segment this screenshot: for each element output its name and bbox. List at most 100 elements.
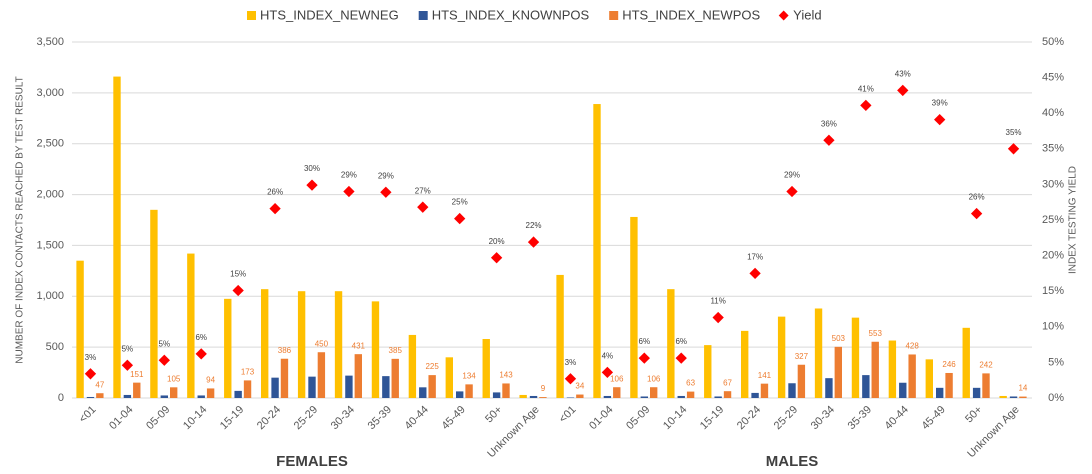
yield-marker bbox=[564, 373, 577, 385]
bar bbox=[788, 383, 796, 398]
yield-marker bbox=[749, 267, 761, 280]
bar bbox=[456, 391, 464, 398]
bar bbox=[86, 396, 95, 398]
x-tick-label: 35-39 bbox=[366, 404, 394, 432]
x-tick-label: 30-34 bbox=[809, 404, 837, 432]
y-tick-label: 2,500 bbox=[36, 138, 64, 150]
legend-label: HTS_INDEX_NEWPOS bbox=[622, 7, 760, 22]
value-label: 3% bbox=[85, 353, 97, 362]
yield-marker bbox=[454, 212, 466, 225]
value-label: 22% bbox=[526, 221, 542, 230]
x-tick-label: 50+ bbox=[963, 404, 985, 426]
bar bbox=[123, 394, 132, 398]
value-label: 26% bbox=[267, 188, 283, 197]
legend-label: HTS_INDEX_KNOWNPOS bbox=[432, 7, 590, 22]
legend-swatch bbox=[418, 11, 428, 20]
yield-marker bbox=[306, 179, 318, 191]
yield-marker bbox=[527, 236, 540, 248]
bar bbox=[862, 375, 870, 398]
x-tick-label: 25-29 bbox=[292, 404, 320, 432]
y-tick-label: 3,000 bbox=[36, 87, 64, 99]
value-label: 14 bbox=[1018, 384, 1027, 393]
yield-marker bbox=[343, 185, 355, 198]
bar bbox=[936, 387, 944, 398]
bar bbox=[243, 380, 252, 398]
bar bbox=[113, 76, 121, 398]
bar bbox=[797, 364, 806, 398]
bar bbox=[593, 104, 601, 398]
bar bbox=[297, 291, 306, 398]
bar bbox=[777, 316, 786, 398]
yield-marker bbox=[638, 352, 650, 364]
group-label: MALES bbox=[766, 453, 819, 470]
bar bbox=[334, 291, 343, 398]
bar bbox=[814, 308, 823, 398]
value-label: 242 bbox=[979, 360, 993, 369]
x-tick-label: <01 bbox=[557, 404, 579, 426]
y-tick-label: 0 bbox=[58, 392, 64, 404]
x-tick-label: 01-04 bbox=[107, 404, 135, 432]
bar bbox=[133, 382, 141, 398]
bar bbox=[825, 378, 833, 398]
yield-marker bbox=[970, 207, 983, 220]
value-label: 15% bbox=[230, 270, 246, 279]
bar bbox=[613, 387, 621, 398]
value-label: 17% bbox=[747, 253, 763, 262]
x-tick-label: 40-44 bbox=[403, 404, 431, 432]
value-label: 225 bbox=[425, 362, 439, 371]
y2-tick-label: 45% bbox=[1042, 72, 1064, 84]
bar bbox=[741, 330, 749, 398]
value-label: 428 bbox=[905, 342, 919, 351]
value-label: 6% bbox=[195, 333, 207, 342]
value-label: 151 bbox=[130, 370, 144, 379]
bar bbox=[529, 395, 538, 398]
x-tick-label: 50+ bbox=[483, 404, 505, 426]
x-tick-label: 10-14 bbox=[181, 404, 209, 432]
yield-marker bbox=[269, 202, 281, 215]
bar bbox=[704, 345, 712, 398]
bar bbox=[667, 289, 675, 398]
x-tick-label: 05-09 bbox=[144, 404, 172, 432]
yield-marker bbox=[380, 186, 392, 198]
value-label: 29% bbox=[378, 171, 394, 180]
bar bbox=[899, 382, 907, 398]
bar bbox=[871, 341, 879, 398]
y2-tick-label: 50% bbox=[1042, 36, 1064, 48]
bar bbox=[630, 216, 638, 398]
bar bbox=[519, 394, 527, 398]
value-label: 63 bbox=[686, 379, 695, 388]
value-label: 246 bbox=[942, 360, 956, 369]
value-label: 34 bbox=[575, 382, 584, 391]
x-tick-label: 10-14 bbox=[661, 404, 689, 432]
value-label: 3% bbox=[565, 358, 577, 367]
bar bbox=[723, 391, 732, 398]
yield-marker bbox=[232, 284, 244, 297]
y-tick-label: 500 bbox=[46, 341, 64, 353]
bar bbox=[197, 395, 205, 398]
y2-tick-label: 10% bbox=[1042, 321, 1064, 333]
bar bbox=[999, 395, 1007, 398]
y-tick-label: 1,500 bbox=[36, 239, 64, 251]
bar bbox=[502, 383, 510, 398]
yield-marker bbox=[860, 99, 872, 112]
bar bbox=[972, 387, 981, 398]
bar bbox=[160, 395, 168, 398]
bar bbox=[308, 376, 316, 398]
yield-marker bbox=[675, 352, 687, 364]
value-label: 4% bbox=[602, 351, 614, 360]
value-label: 67 bbox=[723, 378, 732, 387]
value-label: 29% bbox=[341, 171, 357, 180]
bar bbox=[851, 317, 860, 398]
x-tick-label: 40-44 bbox=[883, 404, 911, 432]
x-tick-label: 15-19 bbox=[218, 404, 246, 432]
bar bbox=[576, 394, 584, 398]
bar bbox=[925, 359, 933, 398]
yield-marker bbox=[934, 113, 946, 126]
bar bbox=[206, 388, 215, 398]
bar bbox=[677, 395, 685, 398]
bar bbox=[982, 373, 990, 398]
bar bbox=[751, 392, 759, 398]
yield-marker bbox=[1007, 143, 1020, 155]
yield-marker bbox=[417, 201, 429, 213]
